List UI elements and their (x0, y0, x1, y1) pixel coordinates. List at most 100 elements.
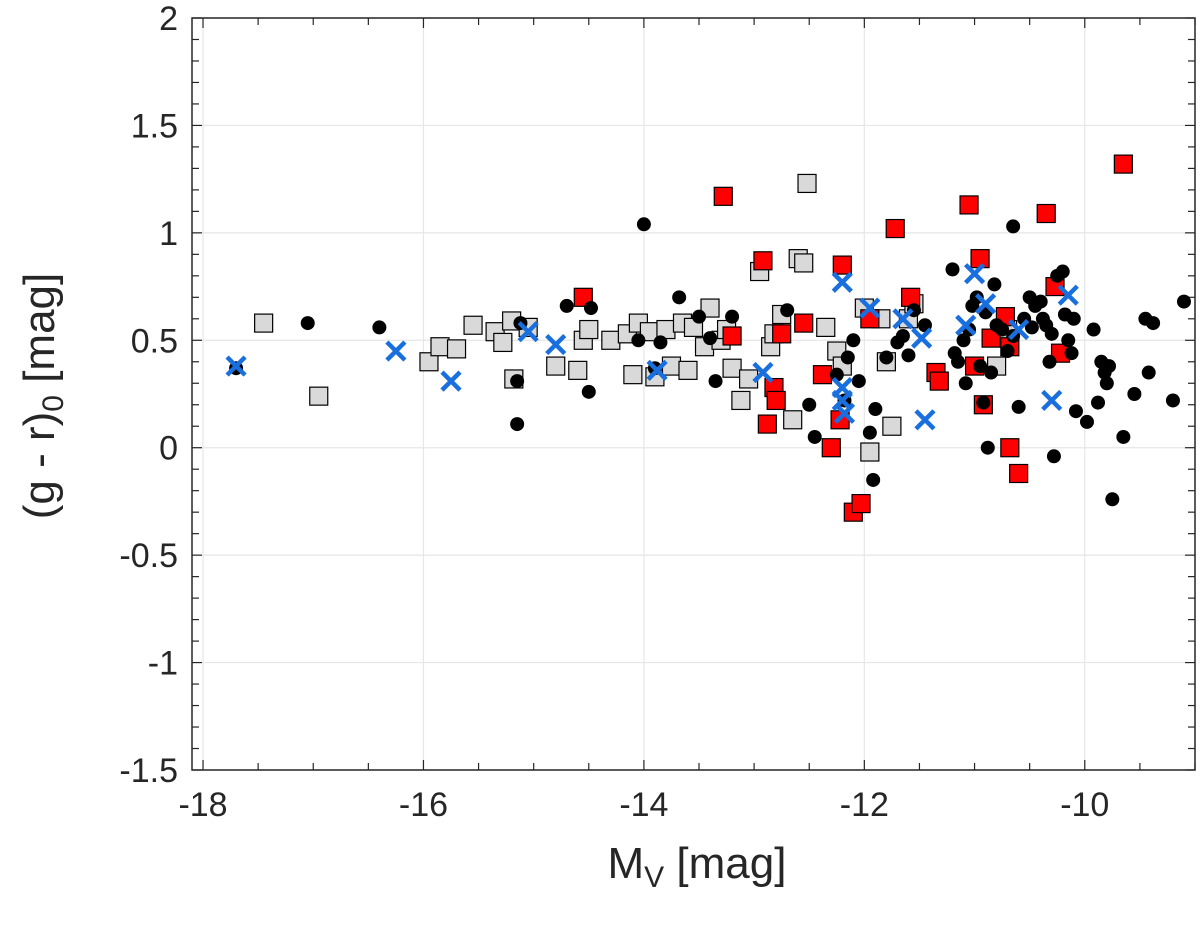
blue-crosses-point (911, 327, 933, 349)
black-circles-point (984, 365, 999, 380)
x-tick-label: -12 (840, 786, 889, 824)
blue-crosses-point (955, 314, 977, 336)
x-tick-labels: -18 -16 -14 -12 -10 (178, 786, 1109, 824)
black-circles-point (829, 367, 844, 382)
black-circles-point (807, 429, 822, 444)
black-circles-point (631, 333, 646, 348)
black-circles-point (879, 350, 894, 365)
blue-crosses-point (517, 321, 539, 343)
gray-squares-point (731, 390, 751, 411)
minor-ticks (192, 17, 1196, 771)
black-circles-point (901, 348, 916, 363)
y-tick-label: -1.5 (119, 752, 178, 790)
y-tick-label: 1 (159, 215, 178, 253)
black-circles-point (956, 333, 971, 348)
series-gray-squares (254, 173, 1018, 462)
black-circles-point (653, 335, 668, 350)
black-circles-point (300, 316, 315, 331)
plot-background (192, 18, 1195, 770)
red-squares-point (573, 287, 593, 307)
black-circles-point (1146, 316, 1161, 331)
gray-squares-point (678, 360, 698, 380)
black-circles-point (1102, 359, 1117, 374)
red-squares-point (722, 326, 742, 346)
gray-squares-point (601, 330, 621, 350)
y-tick-labels: -1.5 -1 -0.5 0 0.5 1 1.5 2 (119, 0, 178, 790)
x-tick-label: -10 (1060, 786, 1109, 824)
black-circles-point (708, 374, 723, 389)
black-circles-point (780, 303, 795, 318)
y-tick-label: 0.5 (131, 322, 178, 360)
black-circles-point (583, 301, 598, 316)
blue-crosses-point (225, 355, 247, 377)
blue-crosses-point (1041, 389, 1063, 412)
gray-squares-point (430, 337, 450, 357)
gray-squares-point (623, 365, 643, 385)
gray-squares-point (661, 356, 682, 376)
red-squares-point (901, 287, 921, 307)
black-circles-point (1046, 449, 1061, 464)
black-circles-point (703, 331, 718, 346)
gray-squares-point (419, 352, 439, 372)
y-tick-label: 2 (159, 0, 178, 38)
black-circles-point (1165, 393, 1180, 408)
red-squares-point (1036, 203, 1056, 224)
black-circles-point (1011, 399, 1026, 414)
blue-crosses-point (963, 263, 986, 285)
blue-crosses-point (646, 359, 668, 381)
y-tick-label: -1 (148, 645, 178, 683)
black-circles-point (672, 290, 687, 305)
black-circles-point (868, 402, 883, 417)
blue-crosses-point (752, 361, 774, 384)
black-circles-point (840, 350, 855, 365)
x-axis-title: MV [mag] (608, 839, 787, 894)
red-squares-point (772, 324, 792, 344)
gray-squares-point (546, 356, 566, 376)
red-squares-point (959, 195, 979, 215)
black-circles-point (851, 374, 866, 389)
black-circles-point (846, 333, 861, 348)
x-tick-label: -14 (619, 786, 668, 824)
blue-crosses-point (833, 402, 856, 424)
blue-crosses-point (1008, 318, 1030, 341)
red-squares-point (821, 438, 841, 458)
black-circles-point (802, 397, 817, 412)
black-circles-point (372, 320, 387, 335)
blue-crosses-point (385, 340, 407, 362)
black-circles-point (692, 309, 707, 324)
black-circles-point (1055, 264, 1070, 279)
gray-squares-point (493, 332, 513, 353)
gray-squares-point (722, 358, 742, 378)
black-circles-point (1000, 344, 1015, 359)
red-squares-point (832, 255, 852, 275)
series-blue-crosses (225, 263, 1079, 431)
red-squares-point (753, 251, 773, 271)
black-circles-point (973, 359, 988, 374)
black-circles-point (1091, 395, 1106, 410)
black-circles-point (510, 417, 525, 432)
red-squares-point (766, 390, 786, 411)
black-circles-point (1042, 354, 1057, 369)
gray-squares-point (568, 360, 588, 380)
blue-crosses-point (859, 297, 881, 319)
blue-crosses-point (545, 333, 567, 356)
black-circles-point (1127, 387, 1142, 401)
black-circles-point (976, 395, 991, 410)
black-circles-point (1061, 333, 1076, 348)
series-black-circles (229, 217, 1191, 507)
black-circles-point (1176, 294, 1191, 309)
blue-crosses-point (914, 409, 936, 431)
blue-crosses-point (974, 293, 997, 315)
red-squares-point (757, 414, 777, 434)
gray-squares-point (446, 339, 467, 359)
red-squares-point (794, 313, 814, 333)
black-circles-point (987, 277, 1002, 292)
black-circles-point (895, 328, 910, 343)
gray-squares-point (254, 313, 274, 333)
black-circles-point (1064, 346, 1079, 361)
blue-crosses-point (892, 308, 914, 330)
y-tick-label: 0 (159, 430, 178, 468)
gray-squares-point (579, 319, 599, 340)
y-tick-label: 1.5 (131, 107, 178, 145)
